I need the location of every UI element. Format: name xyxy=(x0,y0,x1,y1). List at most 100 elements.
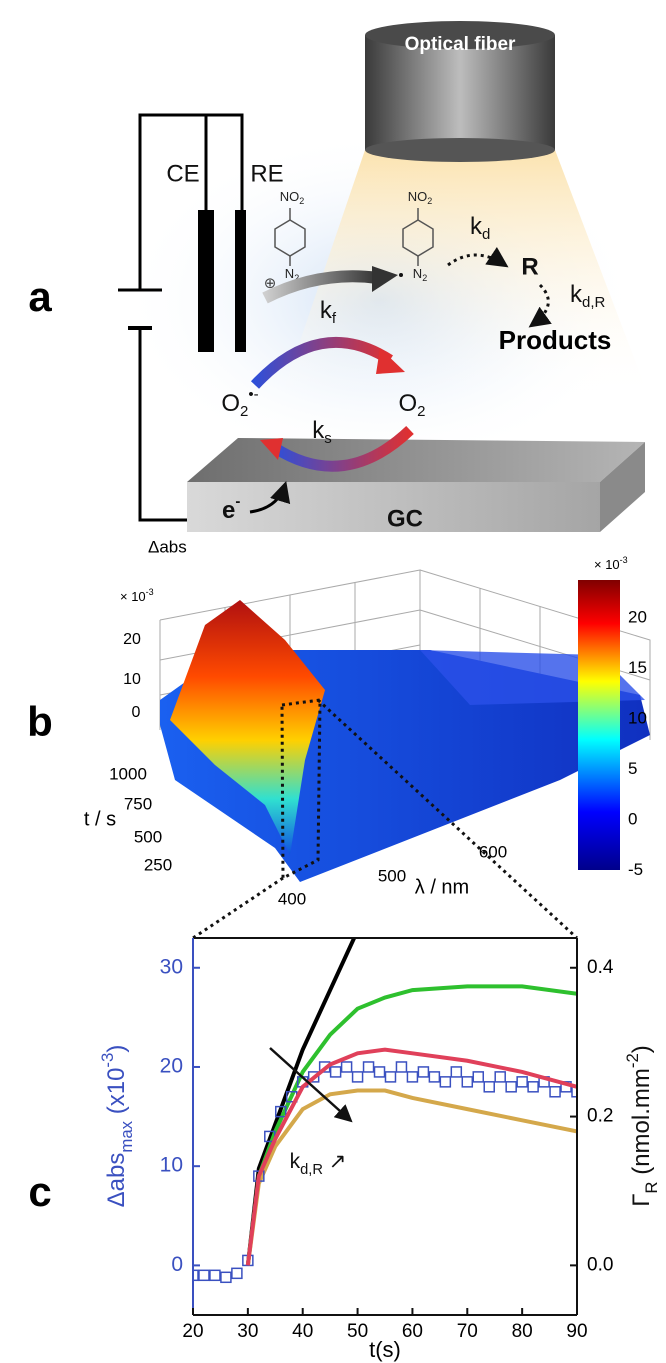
text: 2 xyxy=(417,403,425,420)
z-scale: × 10-3 xyxy=(120,587,154,604)
data-point xyxy=(417,1066,430,1078)
text: s xyxy=(324,430,332,447)
text: •- xyxy=(248,386,258,403)
x-tick-label: 80 xyxy=(512,1321,533,1342)
o2-arrow xyxy=(250,336,393,389)
circuit xyxy=(118,113,244,522)
ks-arrow xyxy=(272,426,414,472)
text: 2 xyxy=(422,273,427,283)
y-tick-label: 10 xyxy=(160,1154,183,1177)
ce-label: CE xyxy=(166,160,199,187)
data-point xyxy=(505,1081,517,1093)
z-label: Δabs xyxy=(148,537,187,556)
data-point xyxy=(329,1066,342,1078)
text: 2 xyxy=(294,273,299,283)
series-line xyxy=(245,938,357,1266)
data-point xyxy=(428,1071,441,1083)
text: ) xyxy=(628,1045,655,1053)
text: × 10 xyxy=(120,589,146,604)
r-label: R xyxy=(521,253,538,280)
text: NO xyxy=(408,189,428,204)
kf-label: kf xyxy=(320,297,337,327)
cbar-tick-label: 10 xyxy=(628,708,647,727)
text: 2 xyxy=(299,196,304,206)
counter-electrode xyxy=(198,210,214,352)
data-point xyxy=(516,1076,528,1088)
series-line xyxy=(245,984,577,1266)
text: d,R xyxy=(582,294,606,311)
text: 2 xyxy=(240,403,248,420)
text: ↗ xyxy=(323,1150,346,1173)
text: N xyxy=(413,266,422,281)
text: × 10 xyxy=(594,557,620,572)
data-layer xyxy=(193,938,577,1284)
re-label: RE xyxy=(250,160,283,187)
gc-front xyxy=(187,482,600,532)
x-tick-label: 60 xyxy=(402,1321,423,1342)
text: 2 xyxy=(427,196,432,206)
panel-letter: c xyxy=(28,1168,51,1215)
t-label: t / s xyxy=(84,808,116,830)
y2-tick-label: 0.4 xyxy=(587,957,614,978)
data-point xyxy=(472,1071,485,1083)
zoom-line xyxy=(192,876,284,940)
text: k xyxy=(290,1150,301,1173)
data-point xyxy=(275,1105,287,1118)
text: f xyxy=(332,310,337,327)
t-tick-label: 500 xyxy=(134,827,162,846)
data-point xyxy=(494,1071,506,1083)
w-tick-label: 600 xyxy=(479,842,507,861)
cbar-tick-label: 20 xyxy=(628,607,647,626)
light-cone xyxy=(280,150,650,400)
z-tick-label: 10 xyxy=(123,671,141,688)
annotation: kd,R ↗ xyxy=(290,1150,347,1178)
y-axis-label: Δabsmax (x10-3) xyxy=(98,1045,136,1208)
cbar-tick-label: 0 xyxy=(628,809,637,828)
y-tick-label: 0 xyxy=(171,1253,183,1276)
zoom-box xyxy=(280,698,322,881)
products-label: Products xyxy=(499,325,612,355)
x-tick-label: 50 xyxy=(347,1321,368,1342)
data-point xyxy=(209,1269,221,1282)
no2: NO2 xyxy=(280,189,305,206)
kd-arrow xyxy=(447,246,509,268)
fiber-top xyxy=(365,21,555,49)
x-tick-label: 30 xyxy=(237,1321,258,1342)
x-tick-label: 90 xyxy=(566,1321,587,1342)
z-tick-label: 0 xyxy=(132,704,141,721)
n2: N2 xyxy=(413,266,427,283)
text: Δabs xyxy=(103,1153,130,1208)
w-tick-label: 400 xyxy=(278,889,306,908)
data-point xyxy=(220,1271,232,1284)
text: O xyxy=(221,390,240,417)
data-point xyxy=(571,1086,577,1098)
panel-letter: a xyxy=(28,273,52,320)
data-point xyxy=(483,1081,495,1093)
data-point xyxy=(395,1061,408,1073)
fiber-label: Optical fiber xyxy=(405,34,516,55)
text: (nmol.mm xyxy=(628,1068,655,1181)
w-tick-label: 500 xyxy=(378,866,406,885)
data-point xyxy=(450,1066,463,1078)
reference-electrode xyxy=(235,210,246,352)
molecule-right xyxy=(402,208,434,266)
text: max xyxy=(117,1120,136,1152)
x-tick-label: 20 xyxy=(182,1321,203,1342)
t-tick-label: 750 xyxy=(124,794,152,813)
data-point xyxy=(549,1086,561,1098)
data-point xyxy=(231,1267,243,1280)
colorbar xyxy=(578,580,620,870)
series-line xyxy=(245,1047,577,1266)
text: (x10 xyxy=(103,1068,130,1121)
text: -3 xyxy=(98,1053,117,1068)
text: Γ xyxy=(628,1194,655,1207)
o2-arrowhead xyxy=(376,348,405,374)
radical-dot xyxy=(399,273,403,277)
x-axis-label: t(s) xyxy=(369,1337,401,1362)
kf-arrow xyxy=(262,270,379,304)
gc-label: GC xyxy=(387,505,423,532)
ks-label: ks xyxy=(312,417,332,447)
gc-side xyxy=(600,442,645,532)
superoxide: O2•- xyxy=(221,386,258,420)
cbar-tick-label: -5 xyxy=(628,860,643,879)
